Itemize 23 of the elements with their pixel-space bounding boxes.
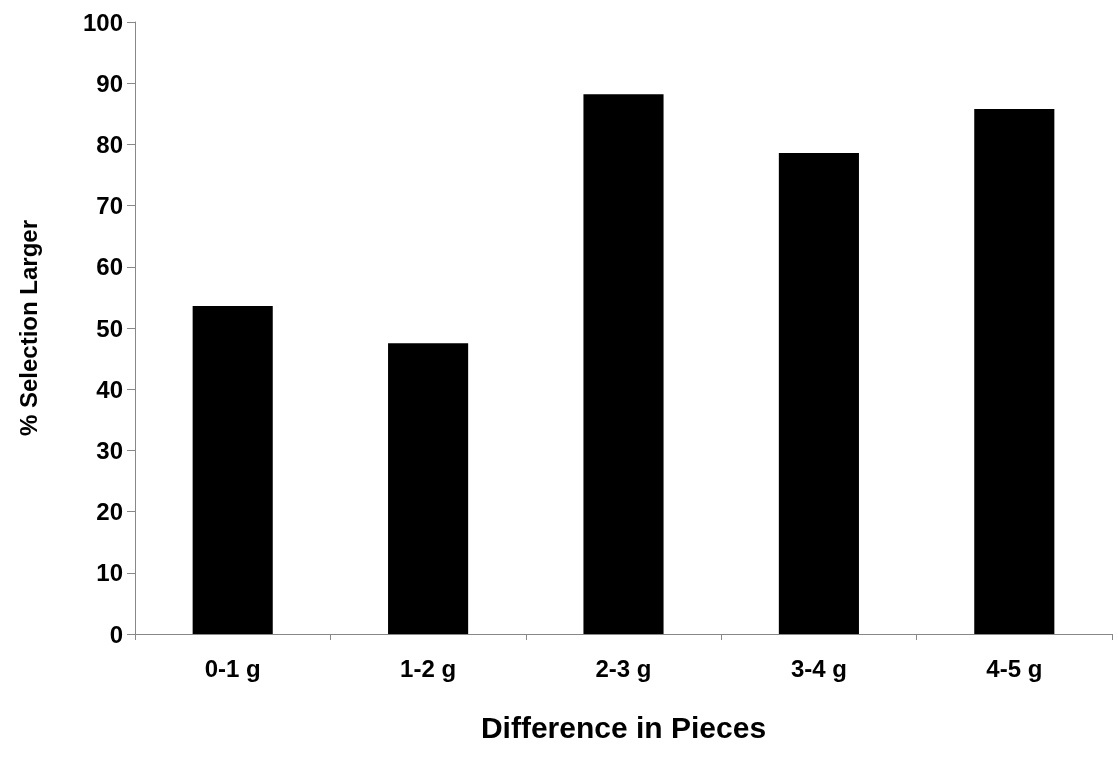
x-tick-label: 2-3 g <box>595 654 652 682</box>
bar <box>192 305 273 634</box>
y-tick-label: 80 <box>96 130 123 158</box>
y-tick-label: 30 <box>96 436 123 464</box>
y-tick-label: 100 <box>82 8 123 36</box>
y-tick-label: 10 <box>96 559 123 587</box>
bar <box>974 108 1055 634</box>
x-tick-label: 3-4 g <box>790 654 847 682</box>
x-tick-label: 0-1 g <box>204 654 261 682</box>
x-axis-title: Difference in Pieces <box>480 710 767 744</box>
y-axis-title: % Selection Larger <box>14 219 42 437</box>
y-tick-label: 90 <box>96 69 123 97</box>
y-tick-label: 70 <box>96 192 123 220</box>
bar <box>778 152 859 634</box>
y-tick-label: 20 <box>96 498 123 526</box>
bar <box>388 343 469 634</box>
x-tick-label: 1-2 g <box>400 654 457 682</box>
y-tick-label: 50 <box>96 314 123 342</box>
y-tick-label: 40 <box>96 375 123 403</box>
y-tick-label: 0 <box>109 620 123 648</box>
x-tick-label: 4-5 g <box>986 654 1043 682</box>
y-tick-label: 60 <box>96 253 123 281</box>
bar <box>583 94 664 634</box>
